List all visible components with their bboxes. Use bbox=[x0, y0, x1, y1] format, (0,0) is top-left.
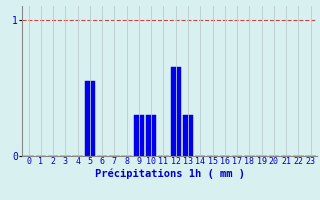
Bar bbox=[146, 115, 156, 156]
Bar bbox=[171, 67, 181, 156]
Bar bbox=[134, 115, 144, 156]
X-axis label: Précipitations 1h ( mm ): Précipitations 1h ( mm ) bbox=[95, 168, 244, 179]
Bar bbox=[85, 81, 95, 156]
Bar bbox=[183, 115, 193, 156]
